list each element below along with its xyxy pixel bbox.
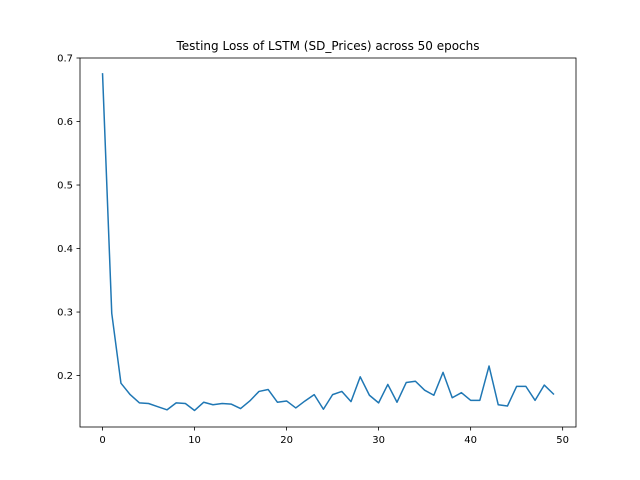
x-tick-label-20: 20 bbox=[280, 435, 293, 446]
y-tick-label-0.7: 0.7 bbox=[57, 54, 73, 65]
chart-title: Testing Loss of LSTM (SD_Prices) across … bbox=[175, 39, 479, 53]
axes-frame bbox=[79, 57, 577, 428]
x-tick-label-30: 30 bbox=[372, 435, 385, 446]
y-tick-label-0.4: 0.4 bbox=[57, 244, 73, 255]
plot-area: 0 10 20 30 40 50 0.2 0.3 0.4 0.5 0.6 0.7 bbox=[57, 54, 577, 446]
x-tick-label-50: 50 bbox=[556, 435, 569, 446]
x-tick-label-0: 0 bbox=[99, 435, 105, 446]
y-tick-label-0.2: 0.2 bbox=[57, 371, 73, 382]
y-tick-label-0.6: 0.6 bbox=[57, 117, 73, 128]
y-tick-label-0.3: 0.3 bbox=[57, 308, 73, 319]
y-tick-label-0.5: 0.5 bbox=[57, 181, 73, 192]
x-tick-label-10: 10 bbox=[188, 435, 201, 446]
series-line-0 bbox=[101, 73, 555, 412]
x-tick-label-40: 40 bbox=[464, 435, 477, 446]
